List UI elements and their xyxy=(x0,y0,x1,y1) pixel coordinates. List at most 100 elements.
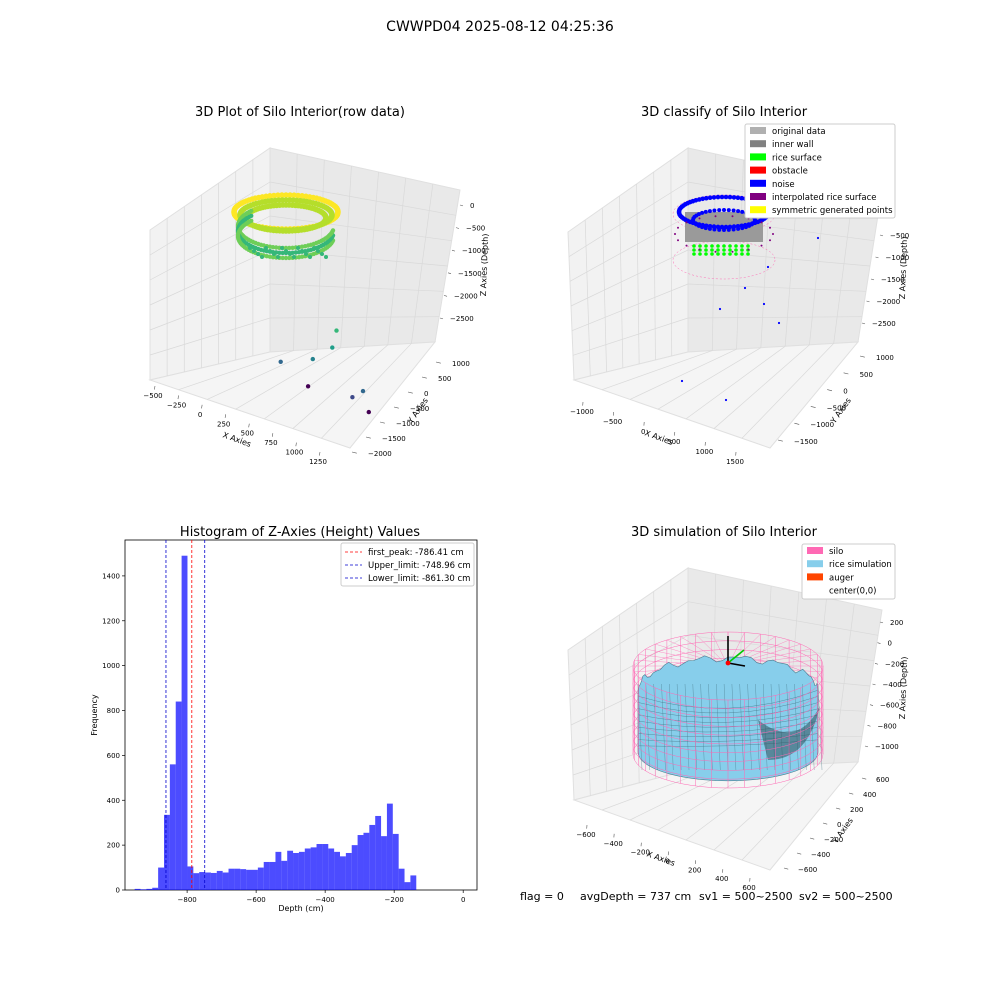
histogram-bar xyxy=(322,844,329,890)
raw-data-ring-point xyxy=(295,192,301,199)
histogram-bar xyxy=(152,887,159,890)
histogram-bar xyxy=(404,882,411,890)
histogram-bar xyxy=(281,860,288,890)
classify-noise-outlier xyxy=(816,236,820,240)
raw-data-outlier-point xyxy=(278,359,283,364)
simulation-z-label: Z Axies (Depth) xyxy=(898,656,909,719)
raw-data-outlier-points xyxy=(278,328,371,415)
classify-noise-point xyxy=(703,226,708,231)
histogram-bar xyxy=(193,873,200,890)
rice-mesh-line xyxy=(817,683,823,771)
classify-z-tick-label: −1000 xyxy=(886,254,910,262)
classify-rice-surface-point xyxy=(722,248,726,252)
classify-rice-surface-point xyxy=(746,252,750,256)
raw-data-x-tick-mark xyxy=(177,395,179,400)
classify-noise-outlier xyxy=(724,398,728,402)
panel-histogram: Histogram of Z-Axies (Height) Values −80… xyxy=(90,525,478,913)
classify-rice-surface-point xyxy=(734,248,738,252)
histogram-reference-lines xyxy=(165,540,206,890)
raw-data-outlier-point xyxy=(305,384,311,389)
simulation-legend-swatch xyxy=(807,560,823,568)
histogram-bar xyxy=(199,872,206,890)
classify-noise-point xyxy=(696,197,702,202)
simulation-y-tick-label: 200 xyxy=(850,806,863,814)
simulation-y-tick-label: −400 xyxy=(811,851,830,859)
simulation-z-tick-label: −600 xyxy=(880,702,899,710)
classify-interpolated-point xyxy=(698,217,701,220)
simulation-legend-swatch xyxy=(807,547,823,554)
classify-noise-point xyxy=(743,225,748,230)
histogram-y-tick-label: 1200 xyxy=(102,617,120,625)
simulation-z-tick-label: −200 xyxy=(885,660,904,668)
histogram-x-tick-label: −400 xyxy=(316,896,335,904)
raw-data-outlier-point xyxy=(334,328,339,333)
classify-x-ticks: −1000 −500 0 500 1000 1500 xyxy=(570,401,744,466)
raw-data-wall-point xyxy=(283,255,289,261)
raw-data-y-tick-label: −500 xyxy=(410,405,429,413)
raw-data-y-tick-mark xyxy=(379,421,385,424)
silo-ring-front xyxy=(632,665,824,701)
classify-rice-surface-point xyxy=(716,244,720,248)
classify-noise-point xyxy=(712,208,717,213)
classify-y-tick-mark xyxy=(810,406,816,408)
simulation-legend-swatch xyxy=(807,586,823,594)
raw-data-wall-point xyxy=(283,245,289,251)
histogram-bar xyxy=(351,845,358,890)
raw-data-floor-point xyxy=(284,249,288,253)
histogram-bar xyxy=(252,869,258,890)
histogram-bar xyxy=(246,869,252,890)
histogram-bar xyxy=(210,872,217,890)
classify-interpolated-point xyxy=(731,215,734,218)
simulation-legend-label: rice simulation xyxy=(829,560,892,570)
classify-noise-point xyxy=(731,227,736,232)
raw-data-points-cloud xyxy=(231,192,341,261)
classify-rice-surface-point xyxy=(704,252,708,256)
histogram-bar xyxy=(222,872,229,890)
classify-y-tick-mark xyxy=(843,372,849,375)
avg-depth-text: avgDepth = 737 cm xyxy=(580,890,691,903)
simulation-y-tick-mark xyxy=(796,852,802,855)
classify-rice-surface-point xyxy=(740,244,744,248)
raw-data-z-tick-mark xyxy=(447,272,452,274)
histogram-bar xyxy=(146,888,153,890)
raw-data-ring-point xyxy=(329,211,335,217)
histogram-bar xyxy=(345,852,352,890)
histogram-bar xyxy=(216,870,223,890)
classify-z-tick-label: −500 xyxy=(890,232,909,240)
classify-noise-point xyxy=(707,209,712,214)
classify-noise-point xyxy=(736,226,741,231)
sv2-text: sv2 = 500~2500 xyxy=(799,890,893,903)
raw-data-outlier-point xyxy=(350,395,355,400)
raw-data-wall-point xyxy=(280,250,285,256)
raw-data-y-tick-mark xyxy=(421,376,427,379)
classify-interpolated-point xyxy=(685,221,688,224)
classify-noise-outlier xyxy=(777,321,781,325)
classify-noise-point xyxy=(736,209,741,214)
classify-rice-surface-point xyxy=(722,252,726,256)
classify-y-tick-mark xyxy=(859,355,865,358)
raw-data-x-tick-label: 1250 xyxy=(309,458,327,466)
classify-z-ticks: −500 −1000 −1500 −2000 −2500 xyxy=(861,232,910,328)
status-footer: flag = 0 avgDepth = 737 cm sv1 = 500~250… xyxy=(520,890,893,903)
raw-data-floor-point xyxy=(248,246,252,250)
raw-data-floor-point xyxy=(252,249,256,253)
panel-raw-data-panes xyxy=(148,147,461,449)
raw-data-floor-point xyxy=(272,252,276,256)
raw-data-ring-point xyxy=(275,192,281,198)
raw-data-x-tick-mark xyxy=(248,423,250,428)
raw-data-y-tick-mark xyxy=(435,361,441,364)
histogram-legend-label: first_peak: -786.41 cm xyxy=(368,548,464,558)
raw-data-z-tick-label: −1500 xyxy=(458,270,482,278)
raw-data-y-tick-label: 0 xyxy=(424,390,428,398)
histogram-x-ticks: −800 −600 −400 −200 0 xyxy=(178,890,465,904)
histogram-bar xyxy=(228,868,235,890)
simulation-z-tick-mark xyxy=(864,745,869,748)
classify-rice-surface-point xyxy=(710,248,714,252)
simulation-x-tick-label: 200 xyxy=(688,866,701,874)
histogram-y-tick-label: 800 xyxy=(107,707,120,715)
classify-noise-point xyxy=(731,208,736,213)
classify-y-tick-label: −1500 xyxy=(794,438,818,446)
rice-mesh-line xyxy=(786,683,791,771)
classify-rice-surface-point xyxy=(746,244,750,248)
classify-interpolated-point xyxy=(677,226,679,229)
